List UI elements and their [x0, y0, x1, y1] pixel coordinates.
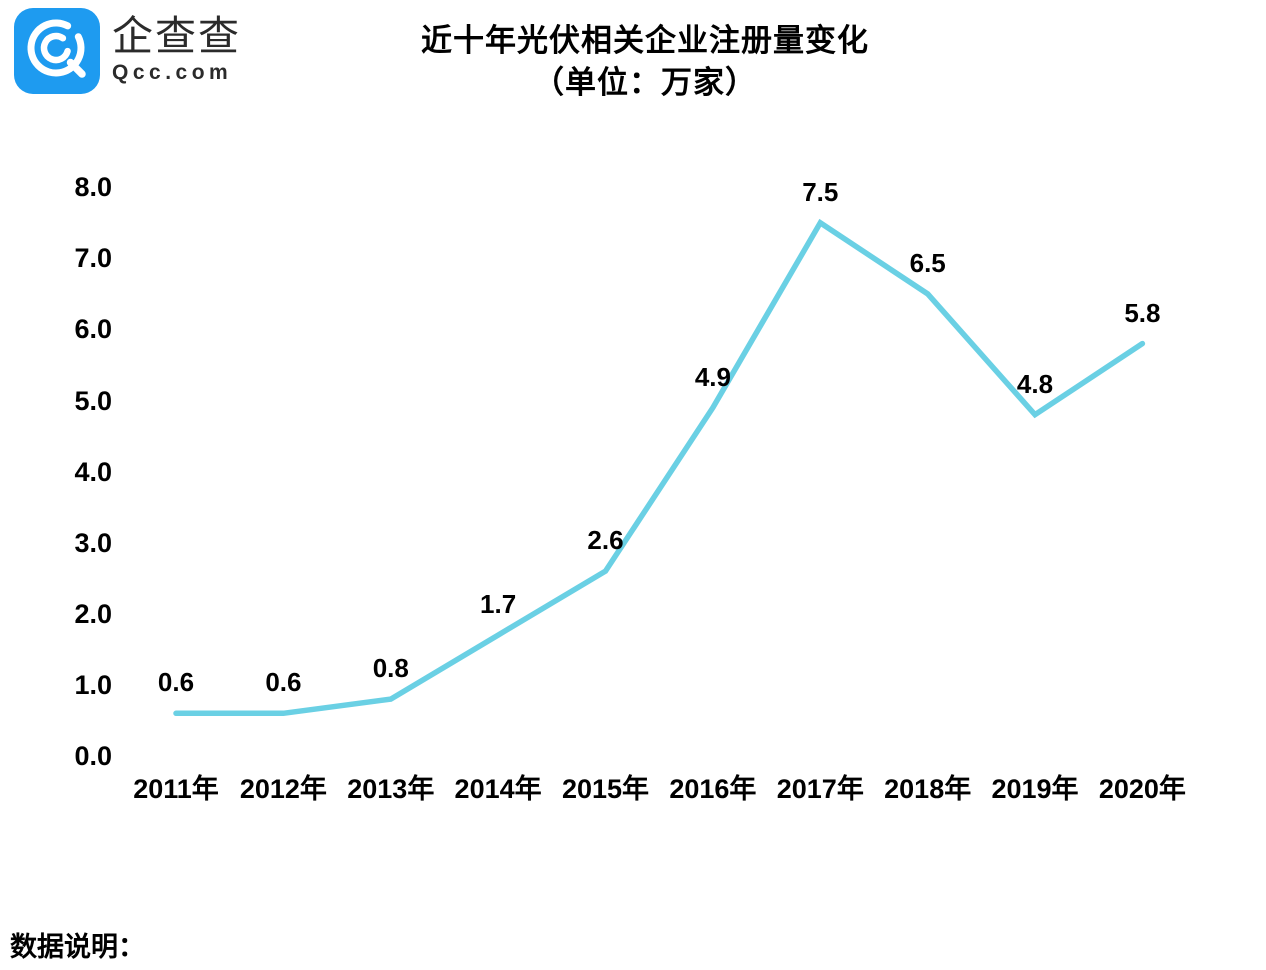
y-axis-tick-label: 1.0: [74, 669, 112, 700]
y-axis-tick-label: 5.0: [74, 385, 112, 416]
chart-subtitle: （单位：万家）: [533, 65, 757, 100]
x-axis-tick-label: 2015年: [561, 774, 650, 804]
data-point-label: 1.7: [480, 589, 517, 620]
data-point-label: 0.6: [265, 667, 302, 698]
title-block: 近十年光伏相关企业注册量变化 （单位：万家）: [421, 22, 869, 102]
x-axis-tick-label: 2013年: [347, 774, 435, 804]
data-point-label: 5.8: [1124, 297, 1161, 328]
y-axis-tick-label: 2.0: [74, 598, 112, 629]
y-axis-tick-label: 4.0: [74, 456, 112, 487]
notes-title: 数据说明：: [10, 932, 145, 962]
data-point-label: 0.6: [157, 667, 195, 698]
data-point-label: 6.5: [909, 247, 946, 278]
x-axis-tick-label: 2014年: [454, 774, 542, 804]
qcc-logo: 企查查 Qcc.com: [14, 8, 241, 94]
y-axis-tick-label: 6.0: [74, 314, 112, 345]
x-axis-tick-label: 2018年: [884, 774, 972, 804]
trend-line: [173, 218, 1146, 717]
y-axis-tick-label: 8.0: [74, 172, 112, 203]
data-point-label: 0.8: [372, 653, 409, 684]
logo-domain: Qcc.com: [112, 61, 233, 84]
qcc-logo-text: 企查查 Qcc.com: [112, 8, 241, 86]
y-axis-tick-label: 3.0: [74, 527, 112, 558]
x-axis-tick-label: 2011年: [133, 774, 219, 804]
y-axis-tick-label: 0.0: [74, 741, 112, 771]
data-point-label: 7.5: [802, 176, 839, 207]
data-notes: 数据说明： 1、仅统计关键词为“光伏”的企业 2、统计时间2021/1/7 3、…: [10, 822, 519, 970]
x-axis-tick-label: 2017年: [776, 774, 864, 804]
x-axis-tick-label: 2012年: [239, 774, 327, 804]
qcc-magnifier-icon: [14, 8, 100, 94]
x-axis-tick-label: 2020年: [1098, 774, 1186, 804]
y-axis-tick-label: 7.0: [74, 243, 112, 274]
data-point-label: 4.8: [1016, 368, 1054, 399]
chart-title: 近十年光伏相关企业注册量变化: [421, 23, 869, 58]
x-axis-tick-label: 2019年: [991, 774, 1079, 804]
logo-brand-name: 企查查: [112, 13, 241, 59]
x-axis-tick-label: 2016年: [669, 774, 757, 804]
data-point-label: 4.9: [694, 361, 731, 392]
data-point-label: 2.6: [587, 525, 624, 556]
